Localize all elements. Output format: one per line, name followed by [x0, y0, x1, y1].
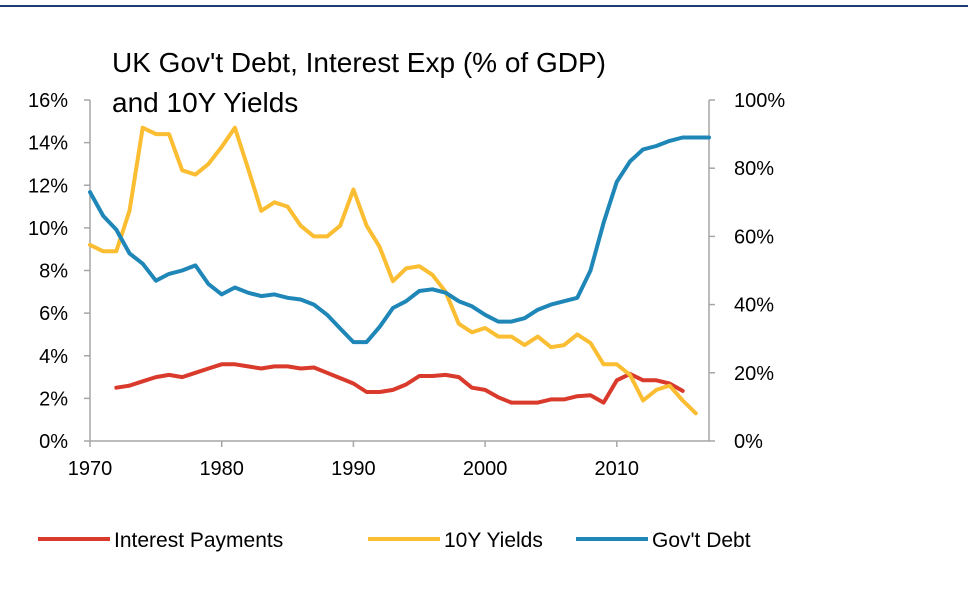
- y-left-tick-label: 6%: [39, 303, 68, 325]
- y-left-tick-label: 12%: [28, 175, 68, 197]
- x-tick-label: 2010: [595, 458, 640, 480]
- chart-title-line1: UK Gov't Debt, Interest Exp (% of GDP): [112, 47, 606, 78]
- x-tick-label: 1980: [199, 458, 244, 480]
- y-left-tick-label: 14%: [28, 133, 68, 155]
- y-right-tick-label: 100%: [734, 90, 785, 112]
- x-tick-label: 1990: [331, 458, 376, 480]
- interest-payments-legend-label: Interest Payments: [114, 529, 283, 552]
- y-left-tick-label: 4%: [39, 346, 68, 368]
- y-left-tick-label: 8%: [39, 261, 68, 283]
- x-tick-label: 2000: [463, 458, 508, 480]
- interest-payments-line: [114, 362, 685, 405]
- y-right-tick-label: 60%: [734, 226, 774, 248]
- y-right-tick-label: 20%: [734, 363, 774, 385]
- chart-title-line2: and 10Y Yields: [112, 87, 298, 118]
- x-tick-label: 1970: [68, 458, 113, 480]
- y-right-tick-label: 0%: [734, 431, 763, 453]
- top-rule: [0, 5, 968, 7]
- y-left-tick-label: 0%: [39, 431, 68, 453]
- 10y-yields-line: [88, 125, 698, 416]
- y-right-tick-label: 80%: [734, 158, 774, 180]
- gov-t-debt-legend-label: Gov't Debt: [652, 529, 751, 552]
- 10y-yields-legend-label: 10Y Yields: [444, 529, 543, 552]
- gov-t-debt-line: [88, 135, 711, 345]
- y-right-tick-label: 40%: [734, 295, 774, 317]
- y-left-tick-label: 10%: [28, 218, 68, 240]
- y-left-tick-label: 2%: [39, 388, 68, 410]
- y-left-tick-label: 16%: [28, 90, 68, 112]
